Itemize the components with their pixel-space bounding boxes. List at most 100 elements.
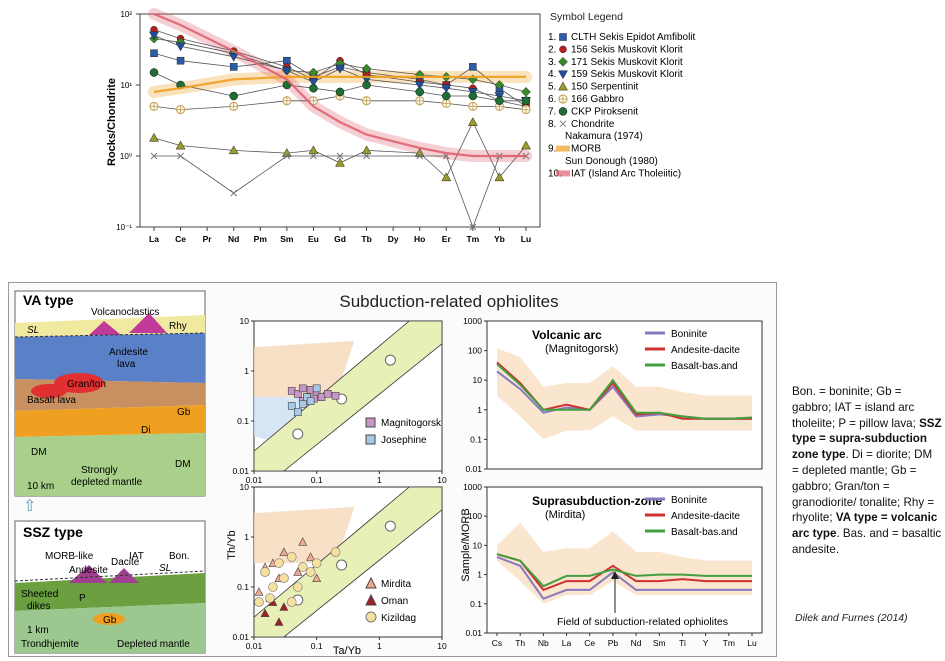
tayb-y-tick-label: 0.01: [232, 632, 249, 642]
ssz-mantle: [15, 603, 205, 653]
tayb-legend-swatch: [365, 611, 377, 623]
ree-point-3: [175, 42, 186, 52]
ree-point-5-cross: [363, 97, 371, 105]
legend-num-5: 6.: [548, 94, 556, 105]
va-rhyolite-2: [89, 321, 121, 335]
legend-marker-9: [556, 170, 570, 177]
tayb-x-tick-label: 10: [437, 475, 447, 485]
tayb-point-josephine: [287, 402, 296, 410]
spider-title-1: Suprasubduction-zone: [532, 494, 662, 508]
tayb-point-kizildag: [274, 558, 284, 568]
tayb-point-josephine: [312, 384, 321, 393]
tayb-legend-label: Kizildag: [381, 613, 416, 624]
ree-point-4: [308, 145, 319, 155]
notes-part-1: Bon. = boninite; Gb = gabbro; IAT = isla…: [792, 385, 920, 430]
legend-num-9: 10.: [548, 168, 562, 179]
ree-point-4: [335, 157, 345, 167]
ree-x-tick-label: Tm: [466, 234, 479, 244]
spider-y-tick-label: 0.1: [470, 434, 482, 444]
tayb-point-oman: [274, 617, 284, 626]
legend-label-6: CKP Piroksenit: [571, 106, 638, 117]
legend-marker-4: [558, 81, 568, 91]
tayb-field-1: [254, 506, 355, 564]
ree-point-0: [150, 49, 158, 58]
abbreviation-notes: Bon. = boninite; Gb = gabbro; IAT = isla…: [792, 384, 942, 558]
spider-legend-label: Basalt-bas.and: [671, 527, 738, 538]
ree-x-tick-label: Yb: [494, 234, 505, 244]
tayb-point-josephine: [294, 408, 302, 416]
va-andesite-layer: [15, 333, 205, 383]
notes-part-2: . Di = diorite; DM = depleted mantle; Gb…: [792, 448, 935, 525]
spider-x-tick-label: Ti: [679, 638, 686, 648]
tayb-x-tick-label: 0.01: [246, 475, 263, 485]
mantle-array-point-1-2: [384, 520, 396, 532]
spider-x-tick-label: Pb: [608, 638, 619, 648]
tayb-x-tick-label: 1: [377, 475, 382, 485]
ree-point-7: [177, 152, 184, 160]
tayb-point-kizildag: [311, 558, 322, 568]
ree-point-7: [310, 152, 317, 160]
legend-sub-7: Nakamura (1974): [565, 131, 643, 142]
spider-x-tick-label: Y: [703, 638, 709, 648]
tayb-x-tick-label: 0.1: [311, 641, 323, 651]
ree-point-0: [176, 56, 185, 65]
ree-point-3: [281, 66, 292, 76]
ree-point-5-cross: [522, 106, 530, 114]
va-rhyolite: [129, 313, 167, 333]
va-volcanoclastics: Volcanoclastics: [91, 307, 159, 318]
tayb-point-kizildag: [279, 573, 289, 583]
ssz-andesite-label: Andesite: [69, 565, 108, 576]
tayb-legend-label: Magnitogorsk: [381, 418, 442, 429]
tayb-y-tick-label: 0.01: [232, 466, 249, 476]
ree-x-tick-label: Tb: [361, 234, 371, 244]
th-yb-y-label: Th/Yb: [226, 530, 238, 559]
legend-num-1: 2.: [548, 44, 556, 55]
spider-annotation: Field of subduction-related ophiolites: [557, 616, 728, 628]
legend-label-0: CLTH Sekis Epidot Amfibolit: [571, 32, 696, 43]
ssz-iat: IAT: [129, 551, 144, 562]
ree-x-tick-label: La: [149, 234, 159, 244]
ree-point-6: [335, 87, 345, 97]
legend-label-9: IAT (Island Arc Tholeiitic): [571, 168, 681, 179]
va-granton: [54, 373, 104, 393]
legend-marker-8: [556, 145, 570, 152]
legend-num-4: 5.: [548, 82, 556, 93]
ree-point-5-cross: [469, 102, 477, 110]
tayb-point-magnitogorsk: [298, 384, 307, 393]
ree-y-tick-label: 10⁰: [120, 152, 132, 161]
ree-lines: [149, 12, 531, 231]
ree-point-4: [521, 140, 531, 150]
tayb-point-kizildag: [305, 567, 316, 577]
legend-sub-8: Sun Donough (1980): [565, 156, 658, 167]
spider-y-tick-label: 10: [473, 375, 483, 385]
spider-y-tick-label: 1: [477, 570, 482, 580]
ree-point-4: [228, 145, 239, 155]
ree-point-4: [467, 117, 478, 126]
spider-y-tick-label: 0.1: [470, 599, 482, 609]
ree-series-line-0: [153, 52, 527, 107]
spider-subtitle-1: (Mirdita): [545, 509, 585, 521]
tayb-point-mirdita: [279, 547, 289, 556]
tayb-point-kizildag: [268, 582, 278, 592]
legend-marker-1: [559, 45, 567, 54]
ree-point-6: [495, 96, 504, 106]
va-title: VA type: [23, 292, 74, 308]
spider-legend-label: Basalt-bas.and: [671, 361, 738, 372]
tayb-point-kizildag: [330, 547, 341, 557]
spider-x-tick-label: Sm: [653, 638, 666, 648]
ree-series-line-1: [153, 29, 527, 107]
ree-x-tick-label: Sm: [280, 234, 294, 244]
tayb-point-kizildag: [286, 552, 297, 562]
va-scale: 10 km: [27, 481, 54, 492]
legend-label-8: MORB: [571, 144, 601, 155]
tayb-point-mirdita: [254, 587, 264, 596]
ree-point-4: [175, 140, 186, 150]
spider-x-tick-label: Cs: [492, 638, 502, 648]
ree-y-tick-label: 10¹: [120, 81, 132, 90]
ree-point-3: [149, 31, 159, 41]
mantle-array-point-0-2: [384, 354, 396, 366]
ree-point-5-cross: [150, 102, 158, 110]
ree-point-5-cross: [230, 102, 238, 110]
ssz-morb: MORB-like: [45, 551, 94, 562]
legend-num-2: 3.: [548, 57, 556, 68]
